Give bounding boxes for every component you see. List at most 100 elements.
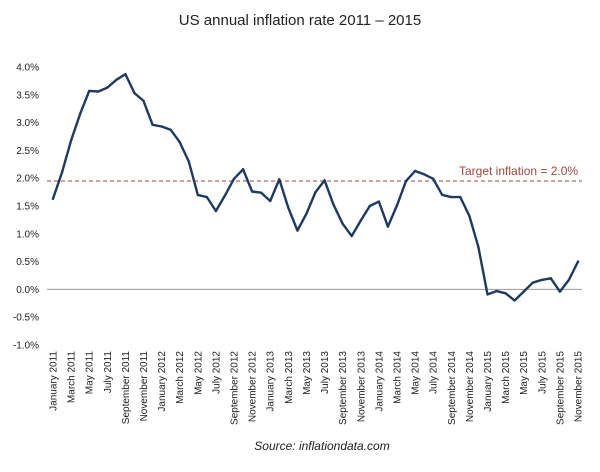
y-tick-label: 1.5%	[16, 202, 39, 213]
x-axis: January 2011 March 2011 May 2011 July 2011 S…	[49, 351, 585, 425]
data-point	[196, 193, 199, 197]
x-tick-label: November 2014	[465, 351, 476, 423]
data-point	[169, 128, 172, 131]
y-tick-label: -0.5%	[13, 313, 39, 324]
y-tick-label: 3.0%	[16, 118, 39, 129]
data-point	[287, 206, 290, 209]
y-tick-label: 0.0%	[16, 285, 39, 296]
x-tick-label: November 2013	[356, 351, 367, 423]
x-tick-label: March 2011	[67, 351, 78, 404]
y-axis: 4.0% 3.5% 3.0% 2.5% 2.0% 1.5% 1.0% 0.5% 0.0% -0.5…	[13, 63, 39, 352]
x-tick-label: January 2011	[49, 351, 60, 411]
data-point	[332, 203, 335, 207]
data-point	[88, 89, 91, 93]
data-point	[341, 222, 344, 225]
data-point	[106, 86, 109, 89]
x-tick-label: March 2012	[175, 351, 186, 404]
y-tick-label: 2.5%	[16, 146, 39, 157]
data-point	[97, 90, 100, 93]
inflation-series-line	[51, 73, 580, 302]
data-point	[133, 91, 136, 95]
y-tick-label: 4.0%	[16, 63, 39, 74]
data-point	[450, 195, 453, 199]
x-tick-label: May 2015	[519, 351, 530, 395]
x-tick-label: July 2012	[211, 351, 222, 394]
data-point	[386, 225, 390, 228]
data-point	[513, 299, 516, 302]
y-tick-label: 1.0%	[16, 229, 39, 240]
data-point	[549, 277, 552, 280]
data-point	[395, 204, 399, 207]
data-point	[79, 112, 82, 115]
data-point	[350, 234, 353, 238]
data-point	[296, 229, 299, 232]
data-point	[269, 199, 272, 203]
y-tick-label: 3.5%	[16, 90, 39, 101]
data-point	[69, 139, 73, 142]
data-point	[576, 260, 580, 263]
data-point	[178, 140, 181, 144]
data-point	[558, 290, 562, 293]
data-point	[124, 73, 127, 76]
x-tick-label: May 2012	[193, 351, 204, 395]
data-point	[60, 170, 64, 174]
x-tick-label: September 2013	[338, 351, 349, 425]
x-tick-label: January 2012	[157, 351, 168, 412]
data-point	[260, 191, 263, 194]
x-tick-label: September 2015	[555, 351, 566, 425]
x-tick-label: January 2014	[374, 351, 385, 412]
x-tick-label: July 2014	[429, 351, 440, 394]
data-point	[486, 293, 489, 296]
data-point	[504, 292, 507, 295]
x-tick-label: September 2011	[121, 351, 132, 425]
data-point	[278, 178, 281, 181]
y-tick-label: 0.5%	[16, 257, 39, 268]
x-tick-label: January 2015	[483, 351, 494, 412]
data-point	[567, 278, 571, 282]
data-point	[142, 99, 145, 103]
data-point	[250, 190, 254, 193]
data-points	[51, 73, 580, 302]
target-inflation-label: Target inflation = 2.0%	[459, 164, 578, 178]
data-point	[531, 281, 534, 284]
x-tick-label: July 2015	[537, 351, 548, 394]
data-point	[205, 195, 209, 199]
x-tick-label: July 2013	[320, 351, 331, 394]
data-point	[522, 290, 525, 293]
x-tick-label: September 2014	[447, 351, 458, 425]
x-tick-label: May 2011	[85, 351, 96, 395]
data-point	[314, 190, 317, 194]
y-tick-label: -1.0%	[13, 341, 39, 352]
x-tick-label: March 2015	[501, 351, 512, 404]
data-point	[51, 197, 55, 200]
chart-source: Source: inflationdata.com	[254, 439, 389, 453]
data-point	[468, 214, 471, 218]
data-point	[241, 168, 245, 171]
chart-title: US annual inflation rate 2011 – 2015	[179, 12, 421, 29]
data-point	[223, 194, 227, 197]
data-point	[377, 200, 381, 203]
data-point	[477, 245, 480, 249]
data-point	[115, 78, 118, 82]
data-point	[214, 209, 218, 213]
data-point	[368, 204, 371, 208]
x-tick-label: January 2013	[266, 351, 277, 412]
data-point	[413, 169, 417, 173]
x-tick-label: July 2011	[103, 351, 114, 394]
data-point	[441, 193, 444, 197]
data-point	[187, 160, 190, 163]
data-point	[422, 173, 426, 176]
x-tick-label: May 2014	[411, 351, 422, 395]
x-tick-label: November 2015	[574, 351, 585, 423]
data-point	[495, 289, 498, 293]
data-point	[359, 219, 362, 222]
x-tick-label: November 2012	[248, 351, 259, 423]
data-point	[160, 125, 163, 128]
x-tick-label: November 2011	[139, 351, 150, 422]
x-tick-label: March 2013	[284, 351, 295, 404]
x-tick-label: March 2014	[392, 351, 403, 404]
data-point	[232, 177, 236, 180]
data-point	[404, 179, 408, 183]
data-point	[540, 278, 543, 282]
